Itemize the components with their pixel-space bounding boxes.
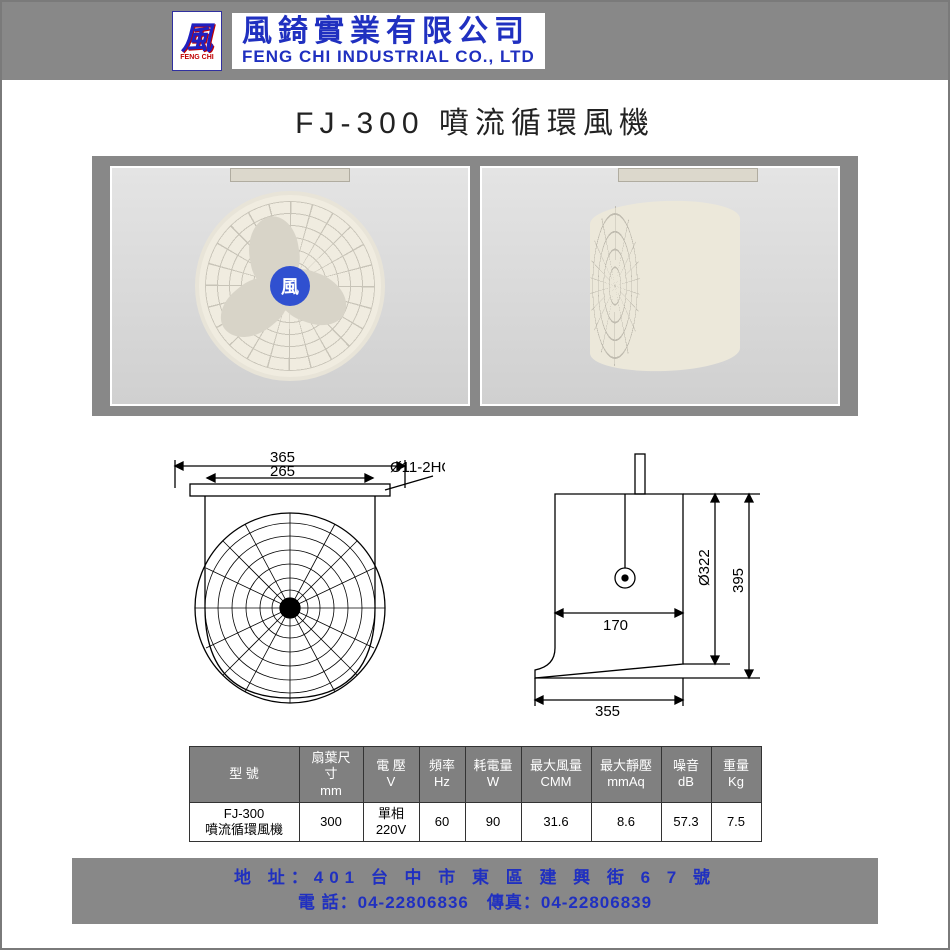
col-db-l2: dB xyxy=(678,774,694,789)
company-name-en: FENG CHI INDUSTRIAL CO., LTD xyxy=(242,48,535,67)
footer-contact: 電 話：04-22806836 傳真：04-22806839 xyxy=(72,891,878,916)
fan-front-icon: 風 xyxy=(195,191,385,381)
logo-glyph: 風 xyxy=(181,22,213,54)
fan-grill-icon xyxy=(590,206,640,366)
side-dimension-diagram: 170 355 Ø322 395 xyxy=(515,448,815,728)
product-title: FJ-300 噴流循環風機 xyxy=(2,80,948,156)
spec-table: 型 號 扇葉尺寸 mm 電 壓V 頻率Hz 耗電量W 最大風量CMM 最大靜壓mm… xyxy=(189,746,762,842)
cell-cmm: 31.6 xyxy=(521,802,591,842)
footer-fax-label: 傳真： xyxy=(469,893,541,912)
mount-bracket-icon xyxy=(230,168,350,182)
col-watt-l1: 耗電量 xyxy=(473,758,512,773)
cell-model-l1: FJ-300 xyxy=(224,806,264,821)
product-photo-side xyxy=(480,166,840,406)
dim-side-base: 355 xyxy=(595,703,620,720)
footer-address: 地 址：401 台 中 市 東 區 建 興 街 6 7 號 xyxy=(72,866,878,891)
table-header-row: 型 號 扇葉尺寸 mm 電 壓V 頻率Hz 耗電量W 最大風量CMM 最大靜壓mm… xyxy=(189,747,761,803)
cell-watt: 90 xyxy=(465,802,521,842)
cell-model-l2: 噴流循環風機 xyxy=(205,822,283,837)
fan-hub-icon: 風 xyxy=(270,266,310,306)
col-watt-l2: W xyxy=(487,774,499,789)
cell-db: 57.3 xyxy=(661,802,711,842)
table-row: FJ-300噴流循環風機 300 單相220V 60 90 31.6 8.6 5… xyxy=(189,802,761,842)
col-volt-l1: 電 壓 xyxy=(376,758,406,773)
col-volt-l2: V xyxy=(387,774,396,789)
cell-hz: 60 xyxy=(419,802,465,842)
cell-volt-l1: 單相 xyxy=(378,806,404,821)
cell-mmaq: 8.6 xyxy=(591,802,661,842)
dim-side-diam: Ø322 xyxy=(696,549,713,586)
col-db-l1: 噪音 xyxy=(673,758,699,773)
col-kg-l1: 重量 xyxy=(723,758,749,773)
col-hz-l2: Hz xyxy=(434,774,450,789)
col-mmaq-l2: mmAq xyxy=(607,774,645,789)
dim-top-inner: 265 xyxy=(270,463,295,480)
logo-subtext: FENG CHI xyxy=(180,54,213,61)
col-cmm-l1: 最大風量 xyxy=(530,758,582,773)
product-photo-row: 風 xyxy=(92,156,858,416)
company-logo: 風 FENG CHI xyxy=(172,11,222,71)
cell-volt-l2: 220V xyxy=(376,822,406,837)
product-photo-front: 風 xyxy=(110,166,470,406)
cell-blade: 300 xyxy=(299,802,363,842)
col-mmaq-l1: 最大靜壓 xyxy=(600,758,652,773)
dim-hole-note: Ø11-2HOLE xyxy=(390,459,445,476)
dim-side-height: 395 xyxy=(730,568,747,593)
company-name-cn: 風錡實業有限公司 xyxy=(242,15,535,48)
col-kg-l2: Kg xyxy=(728,774,744,789)
cell-kg: 7.5 xyxy=(711,802,761,842)
header-bar: 風 FENG CHI 風錡實業有限公司 FENG CHI INDUSTRIAL … xyxy=(2,2,948,80)
page-frame: 風 FENG CHI 風錡實業有限公司 FENG CHI INDUSTRIAL … xyxy=(0,0,950,950)
col-blade-l1: 扇葉尺寸 xyxy=(311,750,350,781)
footer-phone-label: 電 話： xyxy=(298,893,358,912)
fan-side-icon xyxy=(560,191,760,381)
footer-phone: 04-22806836 xyxy=(358,893,469,912)
footer-bar: 地 址：401 台 中 市 東 區 建 興 街 6 7 號 電 話：04-228… xyxy=(72,858,878,923)
footer-fax: 04-22806839 xyxy=(541,893,652,912)
dim-side-depth: 170 xyxy=(603,617,628,634)
col-model: 型 號 xyxy=(229,766,259,781)
col-hz-l1: 頻率 xyxy=(429,758,455,773)
company-name-block: 風錡實業有限公司 FENG CHI INDUSTRIAL CO., LTD xyxy=(232,13,545,69)
col-blade-l2: mm xyxy=(320,783,342,798)
mount-bracket-icon xyxy=(618,168,758,182)
front-dimension-diagram: 365 265 Ø11-2HOLE xyxy=(135,448,445,728)
col-cmm-l2: CMM xyxy=(540,774,571,789)
dimension-diagram-row: 365 265 Ø11-2HOLE xyxy=(2,448,948,728)
